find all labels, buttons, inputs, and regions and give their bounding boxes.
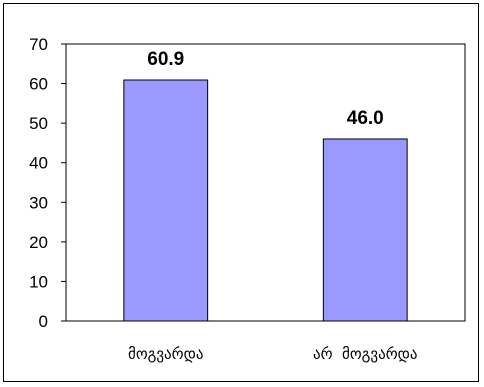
bars [123,79,408,322]
y-tick-label: 0 [39,312,48,331]
x-category-label: მოგვარდა [128,345,203,363]
y-tick-label: 60 [29,75,48,94]
bar-value-label: 60.9 [147,49,184,70]
y-axis: 0 10 20 30 40 50 60 70 [29,35,66,331]
x-category-label: არ მოგვარდა [313,345,418,363]
y-tick-label: 20 [29,233,48,252]
y-tick-label: 50 [29,114,48,133]
y-tick-label: 10 [29,272,48,291]
x-axis: მოგვარდა არ მოგვარდა [128,345,418,363]
value-labels: 60.9 46.0 [147,49,383,129]
y-tick-label: 30 [29,193,48,212]
plot-area [65,43,466,322]
bar-value-label: 46.0 [347,108,384,129]
bar [322,138,408,322]
y-tick-label: 40 [29,154,48,173]
plot-border [65,43,466,322]
y-tick-label: 70 [29,35,48,54]
bar [123,79,209,322]
